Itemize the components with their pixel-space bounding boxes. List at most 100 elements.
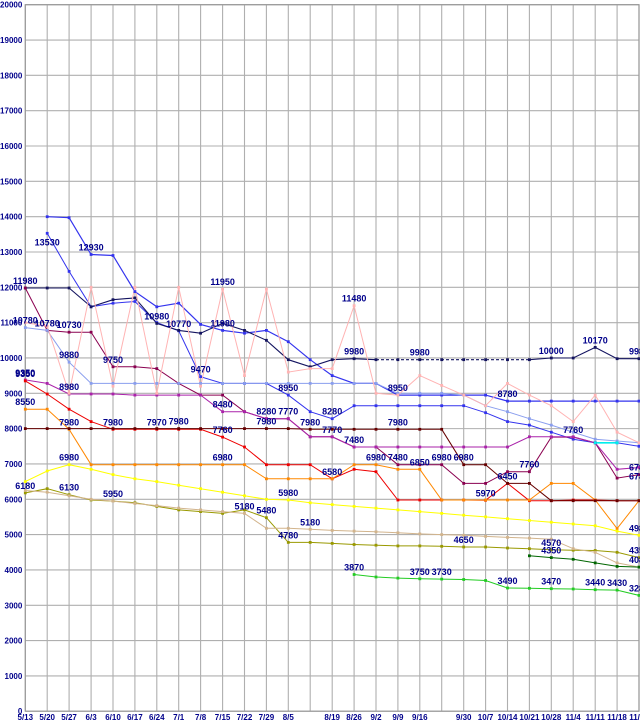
svg-text:9980: 9980 [629,347,640,357]
svg-text:6000: 6000 [5,495,23,504]
svg-text:5180: 5180 [234,501,254,511]
svg-text:3430: 3430 [607,578,627,588]
svg-text:3870: 3870 [344,563,364,573]
svg-text:7980: 7980 [103,417,123,427]
svg-text:7760: 7760 [213,425,233,435]
svg-text:11/4: 11/4 [566,713,582,720]
svg-text:16000: 16000 [0,142,23,151]
svg-text:6/17: 6/17 [127,713,143,720]
svg-text:6450: 6450 [497,471,517,481]
svg-text:11950: 11950 [210,277,235,287]
svg-text:7/1: 7/1 [173,713,185,720]
svg-text:7770: 7770 [278,407,298,417]
svg-text:8/26: 8/26 [346,713,362,720]
svg-text:12930: 12930 [79,243,104,253]
svg-text:6980: 6980 [454,453,474,463]
svg-text:4350: 4350 [541,546,561,556]
svg-text:7980: 7980 [300,417,320,427]
svg-text:7980: 7980 [59,417,79,427]
svg-text:10780: 10780 [13,316,38,326]
svg-text:10/7: 10/7 [478,713,494,720]
svg-text:13530: 13530 [35,237,60,247]
svg-text:4350: 4350 [629,546,640,556]
svg-text:7770: 7770 [322,425,342,435]
svg-text:6/3: 6/3 [86,713,98,720]
svg-text:5/13: 5/13 [18,713,34,720]
svg-text:3750: 3750 [410,567,430,577]
svg-text:8/5: 8/5 [283,713,295,720]
svg-text:7760: 7760 [563,425,583,435]
svg-text:3490: 3490 [497,576,517,586]
svg-text:4780: 4780 [278,530,298,540]
svg-text:7480: 7480 [344,435,364,445]
svg-text:6980: 6980 [366,453,386,463]
svg-text:6130: 6130 [59,483,79,493]
svg-text:10730: 10730 [57,320,82,330]
svg-text:3000: 3000 [5,601,23,610]
svg-text:3280: 3280 [629,583,640,593]
svg-text:7/15: 7/15 [215,713,231,720]
svg-text:9980: 9980 [344,347,364,357]
svg-text:6/24: 6/24 [149,713,165,720]
svg-text:11480: 11480 [342,294,367,304]
svg-text:18000: 18000 [0,71,23,80]
svg-text:10770: 10770 [166,319,191,329]
svg-text:9/9: 9/9 [392,713,404,720]
svg-text:3470: 3470 [541,577,561,587]
svg-text:8980: 8980 [59,382,79,392]
svg-text:7/8: 7/8 [195,713,207,720]
svg-text:9/2: 9/2 [370,713,382,720]
svg-text:11980: 11980 [13,276,38,286]
svg-text:7980: 7980 [388,417,408,427]
svg-text:11/18: 11/18 [607,713,627,720]
svg-text:9880: 9880 [59,350,79,360]
svg-text:10/28: 10/28 [541,713,562,720]
svg-text:8000: 8000 [5,425,23,434]
svg-text:8950: 8950 [278,383,298,393]
svg-text:4000: 4000 [5,566,23,575]
svg-text:10/21: 10/21 [519,713,540,720]
svg-text:5180: 5180 [300,517,320,527]
svg-text:9/16: 9/16 [412,713,428,720]
svg-text:8280: 8280 [322,407,342,417]
svg-text:5950: 5950 [103,489,123,499]
svg-text:3730: 3730 [432,567,452,577]
svg-text:1000: 1000 [5,672,23,681]
svg-text:6980: 6980 [213,453,233,463]
svg-text:9/30: 9/30 [456,713,472,720]
svg-text:2000: 2000 [5,637,23,646]
svg-text:10000: 10000 [539,346,564,356]
svg-text:17000: 17000 [0,107,23,116]
svg-text:9470: 9470 [191,365,211,375]
svg-text:5970: 5970 [476,488,496,498]
svg-text:4980: 4980 [629,523,640,533]
svg-text:5480: 5480 [256,506,276,516]
svg-text:10980: 10980 [144,311,169,321]
svg-text:7000: 7000 [5,460,23,469]
svg-text:20000: 20000 [0,1,23,10]
svg-text:5/20: 5/20 [39,713,55,720]
svg-text:6180: 6180 [15,481,35,491]
svg-text:8550: 8550 [15,397,35,407]
svg-text:9750: 9750 [103,355,123,365]
svg-text:7970: 7970 [147,417,167,427]
svg-text:8280: 8280 [256,407,276,417]
svg-text:6580: 6580 [322,467,342,477]
svg-text:4650: 4650 [454,535,474,545]
svg-text:7480: 7480 [388,453,408,463]
svg-text:8780: 8780 [497,389,517,399]
svg-text:7/22: 7/22 [237,713,253,720]
svg-text:13000: 13000 [0,248,23,257]
svg-text:8480: 8480 [213,400,233,410]
svg-text:7760: 7760 [519,460,539,470]
svg-text:7980: 7980 [256,417,276,427]
svg-text:6980: 6980 [432,453,452,463]
svg-text:5000: 5000 [5,531,23,540]
svg-text:4080: 4080 [629,555,640,565]
svg-text:9350: 9350 [15,369,35,379]
svg-text:10/14: 10/14 [497,713,518,720]
svg-text:3440: 3440 [585,578,605,588]
svg-text:11/25: 11/25 [629,713,640,720]
svg-text:6/10: 6/10 [105,713,121,720]
svg-text:6780: 6780 [629,472,640,482]
